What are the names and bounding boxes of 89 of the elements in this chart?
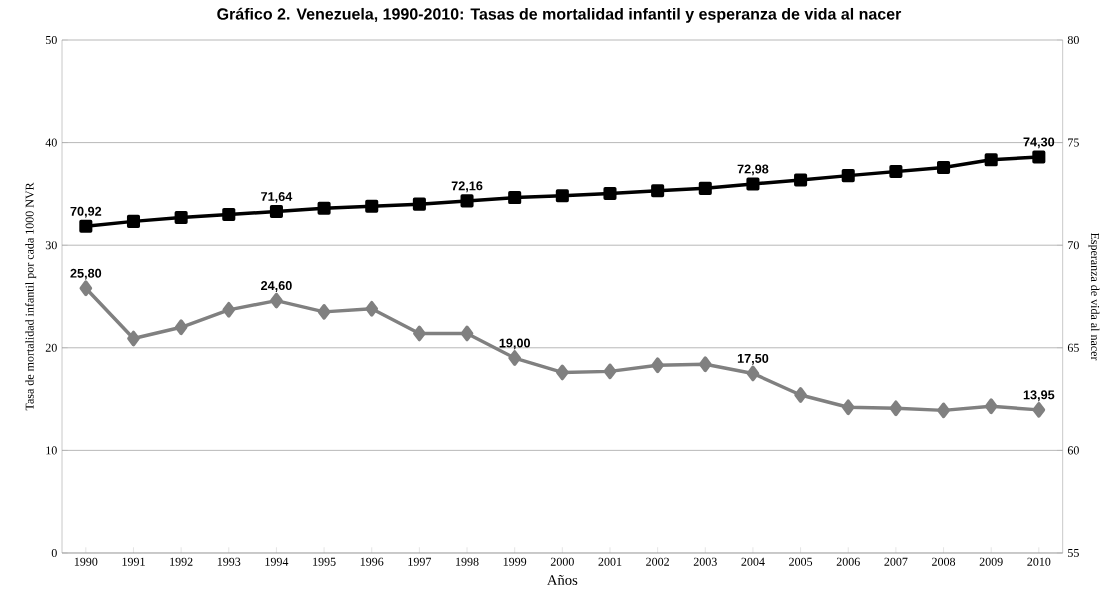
point bbox=[79, 280, 93, 297]
point bbox=[508, 191, 522, 205]
point bbox=[651, 357, 664, 374]
point bbox=[270, 292, 283, 309]
point bbox=[1032, 150, 1046, 164]
x-tick-label: 1996 bbox=[360, 557, 384, 566]
point bbox=[651, 184, 665, 198]
data-label: 13,95 bbox=[1023, 390, 1055, 402]
point bbox=[603, 363, 617, 380]
data-label: 25,80 bbox=[70, 268, 102, 280]
x-tick-label: 2008 bbox=[932, 557, 956, 566]
point bbox=[746, 365, 760, 382]
point bbox=[984, 398, 998, 415]
point bbox=[317, 201, 331, 215]
x-tick-label: 2009 bbox=[979, 557, 1003, 566]
x-tick-label: 2005 bbox=[789, 557, 813, 566]
y-tick-label: 40 bbox=[45, 138, 57, 147]
point bbox=[413, 325, 426, 342]
y2-tick-label: 70 bbox=[1068, 241, 1079, 250]
x-tick-label: 1998 bbox=[456, 557, 479, 566]
y-tick-label: 50 bbox=[45, 35, 57, 45]
point bbox=[603, 186, 617, 201]
point bbox=[126, 214, 141, 228]
x-tick-label: 1992 bbox=[170, 557, 193, 566]
x-axis-title: Años bbox=[547, 574, 578, 585]
y-tick-label: 0 bbox=[51, 548, 57, 558]
y2-tick-label: 80 bbox=[1067, 35, 1079, 45]
point bbox=[984, 153, 998, 167]
point bbox=[365, 199, 379, 213]
point bbox=[222, 301, 236, 318]
point bbox=[889, 164, 903, 179]
point bbox=[174, 210, 188, 225]
point bbox=[79, 219, 93, 233]
point bbox=[698, 181, 712, 195]
point bbox=[841, 399, 855, 416]
x-tick-label: 2002 bbox=[646, 557, 669, 566]
y-axis-title: Tasa de mortalidad infantil por cada 1000 NVR bbox=[25, 182, 37, 411]
point bbox=[746, 177, 760, 191]
data-label: 19,00 bbox=[499, 338, 531, 350]
chart-title: Gráfico 2. Venezuela, 1990-2010: Tasas de mortalidad infantil y esperanza de vida al nacer bbox=[217, 7, 902, 23]
point bbox=[269, 205, 283, 219]
x-tick-label: 2004 bbox=[741, 557, 765, 566]
x-tick-label: 1995 bbox=[313, 557, 336, 566]
point bbox=[317, 304, 331, 320]
y2-tick-label: 55 bbox=[1068, 548, 1079, 557]
point bbox=[222, 207, 236, 221]
data-label: 70,92 bbox=[70, 206, 102, 218]
x-tick-label: 2010 bbox=[1027, 557, 1051, 566]
data-label: 74,30 bbox=[1023, 137, 1055, 149]
y2-tick-label: 65 bbox=[1067, 343, 1079, 352]
x-tick-label: 2003 bbox=[693, 557, 717, 566]
data-label: 24,60 bbox=[261, 281, 292, 292]
data-label: 17,50 bbox=[737, 353, 769, 365]
point bbox=[365, 300, 379, 317]
data-label: 71,64 bbox=[261, 192, 293, 203]
x-tick-label: 1991 bbox=[122, 557, 145, 566]
point bbox=[937, 160, 951, 174]
point bbox=[698, 356, 712, 373]
point bbox=[889, 400, 903, 417]
data-label: 72,98 bbox=[737, 164, 769, 176]
y2-axis-title: Esperanza de vida al nacer bbox=[1088, 232, 1100, 361]
y-tick-label: 20 bbox=[45, 343, 57, 352]
point bbox=[794, 387, 807, 403]
point bbox=[460, 194, 474, 208]
y-tick-label: 10 bbox=[46, 446, 57, 455]
x-tick-label: 1999 bbox=[503, 557, 527, 566]
point bbox=[127, 330, 140, 347]
x-tick-label: 1990 bbox=[74, 557, 98, 566]
point bbox=[412, 197, 426, 211]
point bbox=[841, 169, 855, 183]
x-tick-label: 2007 bbox=[884, 557, 908, 566]
point bbox=[1032, 401, 1046, 418]
point bbox=[794, 173, 808, 187]
y-tick-label: 30 bbox=[45, 241, 57, 250]
point bbox=[174, 319, 188, 336]
point bbox=[508, 350, 522, 366]
x-tick-label: 2000 bbox=[550, 557, 574, 566]
x-tick-label: 2006 bbox=[836, 557, 860, 566]
x-tick-label: 1993 bbox=[217, 557, 241, 566]
point bbox=[460, 325, 474, 342]
x-tick-label: 2001 bbox=[598, 557, 622, 566]
y2-tick-label: 60 bbox=[1067, 446, 1079, 455]
point bbox=[556, 364, 569, 381]
x-tick-label: 1994 bbox=[265, 557, 289, 566]
y2-tick-label: 75 bbox=[1068, 138, 1079, 147]
x-tick-label: 1997 bbox=[408, 557, 432, 566]
point bbox=[937, 402, 950, 419]
data-label: 72,16 bbox=[451, 181, 483, 193]
point bbox=[555, 189, 569, 203]
